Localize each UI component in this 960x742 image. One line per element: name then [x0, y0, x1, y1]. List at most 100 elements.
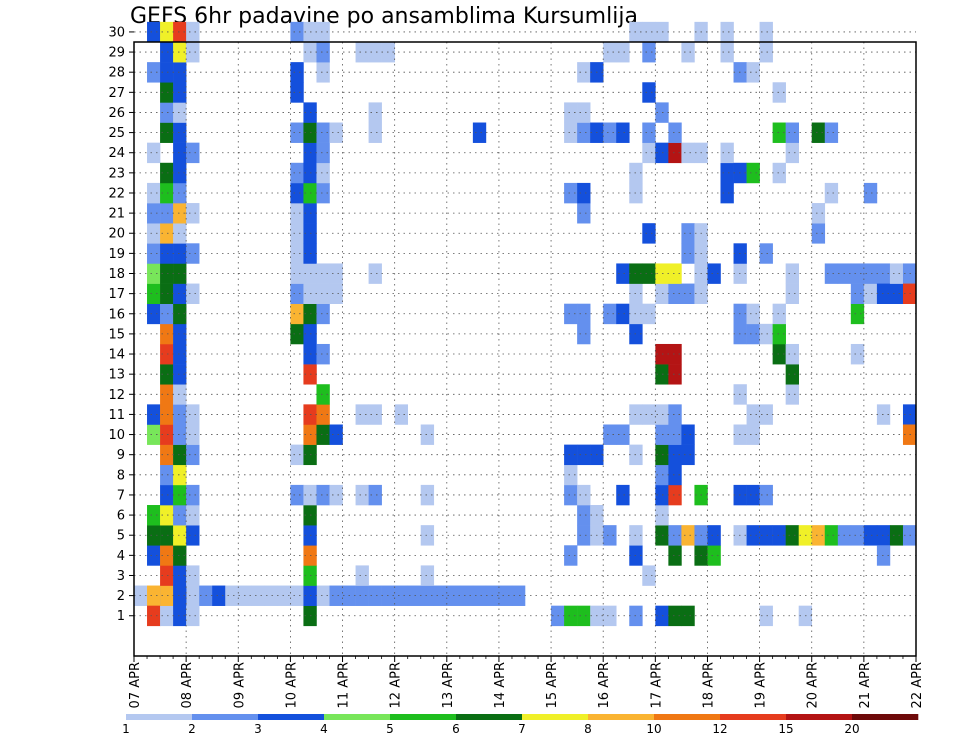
heatmap-cell	[642, 21, 656, 43]
heatmap-cell	[173, 384, 187, 405]
x-axis: 07 APR 08 APR 09 APR 10 APR 11 APR 12 APR 13 A…	[128, 656, 925, 708]
heatmap-cell	[746, 162, 760, 184]
heatmap-cell	[160, 323, 174, 345]
heatmap-cell	[173, 444, 187, 466]
heatmap-cell	[173, 364, 187, 385]
x-tick-label: 12 APR	[389, 662, 404, 708]
heatmap-cell	[290, 223, 304, 244]
heatmap-cell	[785, 122, 799, 143]
heatmap-cell	[707, 545, 721, 566]
heatmap-cell	[655, 142, 669, 164]
legend-swatch	[852, 714, 919, 720]
legend-label: 20	[844, 722, 859, 736]
heatmap-cell	[746, 62, 760, 83]
heatmap-cell	[616, 424, 630, 445]
heatmap-cell	[603, 424, 617, 445]
heatmap-cell	[603, 122, 617, 143]
heatmap-cell	[329, 283, 343, 304]
heatmap-cell	[160, 21, 174, 43]
heatmap-cell	[642, 565, 656, 586]
heatmap-cell	[186, 484, 200, 506]
heatmap-cell	[160, 303, 174, 325]
heatmap-cell	[668, 424, 682, 445]
y-axis: 1234567891011121314151617181920212223242…	[108, 25, 134, 624]
heatmap-cell	[147, 303, 161, 325]
heatmap-cell	[850, 525, 865, 546]
heatmap-cell	[368, 263, 382, 284]
y-tick-label: 22	[108, 186, 125, 201]
heatmap-cell	[811, 203, 826, 224]
x-tick-label: 22 APR	[910, 662, 925, 708]
heatmap-cell	[720, 42, 734, 63]
heatmap-cell	[772, 525, 786, 546]
heatmap-cell	[603, 303, 617, 325]
heatmap-cell	[811, 122, 826, 143]
heatmap-cell	[316, 404, 330, 425]
heatmap-cell	[160, 484, 174, 506]
heatmap-cell	[186, 525, 200, 546]
heatmap-cell	[160, 82, 174, 103]
heatmap-cell	[290, 444, 304, 466]
heatmap-cell	[772, 323, 786, 345]
heatmap-cell	[147, 283, 161, 304]
heatmap-cell	[316, 62, 330, 83]
heatmap-cell	[368, 102, 382, 123]
heatmap-cell	[160, 525, 174, 546]
heatmap-cell	[668, 122, 682, 143]
heatmap-cell	[577, 505, 591, 526]
heatmap-cell	[147, 182, 161, 204]
heatmap-cell	[160, 122, 174, 143]
heatmap-cell	[642, 82, 656, 103]
heatmap-cell	[173, 182, 187, 204]
heatmap-cell	[889, 283, 904, 304]
heatmap-cell	[173, 303, 187, 325]
heatmap-cell	[147, 605, 161, 627]
legend-swatch	[126, 714, 193, 720]
heatmap-cell	[186, 203, 200, 224]
heatmap-cell	[655, 444, 669, 466]
heatmap-cell	[642, 263, 656, 284]
heatmap-cell	[277, 585, 291, 606]
y-tick-label: 14	[108, 348, 125, 363]
heatmap-cell	[290, 182, 304, 204]
legend-label: 8	[584, 722, 592, 736]
heatmap-cell	[577, 203, 591, 224]
heatmap-cell	[160, 62, 174, 83]
heatmap-cell	[577, 525, 591, 546]
legend-swatch	[720, 714, 787, 720]
legend-swatch	[258, 714, 325, 720]
legend-label: 7	[518, 722, 526, 736]
heatmap-cell	[577, 484, 591, 506]
y-tick-label: 12	[108, 388, 125, 403]
heatmap-cell	[290, 62, 304, 83]
heatmap-cell	[564, 484, 578, 506]
heatmap-cell	[173, 585, 187, 606]
heatmap-cell	[772, 343, 786, 365]
x-tick-label: 17 APR	[649, 662, 664, 708]
heatmap-cell	[681, 444, 695, 466]
heatmap-cell	[759, 525, 773, 546]
heatmap-cell	[160, 102, 174, 123]
heatmap-cell	[642, 404, 656, 425]
heatmap-cell	[433, 585, 448, 606]
heatmap-cell	[290, 263, 304, 284]
heatmap-cell	[603, 605, 617, 627]
heatmap-cell	[147, 223, 161, 244]
heatmap-cell	[772, 122, 786, 143]
heatmap-cell	[290, 203, 304, 224]
heatmap-cell	[186, 21, 200, 43]
y-tick-label: 9	[117, 448, 125, 463]
y-tick-label: 17	[108, 287, 125, 302]
heatmap-cell	[290, 162, 304, 184]
legend-label: 4	[320, 722, 328, 736]
heatmap-cell	[876, 283, 891, 304]
heatmap-cell	[394, 404, 408, 425]
heatmap-cell	[316, 343, 330, 365]
heatmap-cell	[616, 42, 630, 63]
heatmap-cell	[316, 162, 330, 184]
heatmap-cell	[355, 484, 369, 506]
heatmap-cell	[160, 565, 174, 586]
heatmap-cell	[160, 505, 174, 526]
y-tick-label: 28	[108, 66, 125, 81]
